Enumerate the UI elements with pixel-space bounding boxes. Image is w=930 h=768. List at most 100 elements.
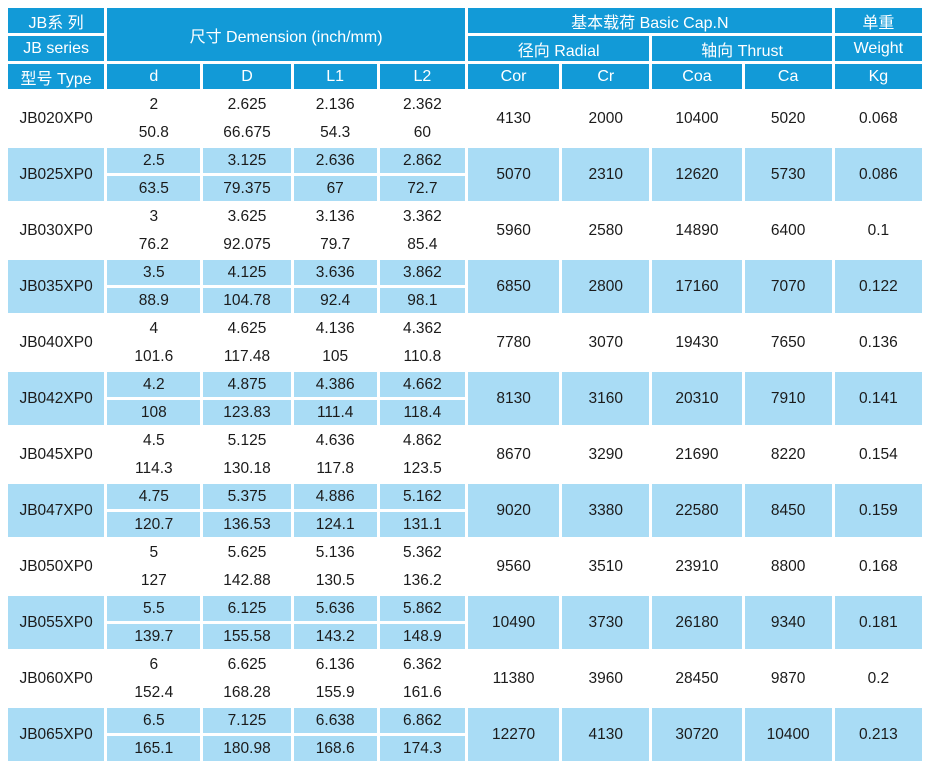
dim-inch-D: 7.125: [203, 708, 291, 733]
dim-inch-d: 4: [107, 316, 201, 341]
load-ca-cell: 7650: [744, 316, 832, 369]
dim-mm-L1: 105: [293, 344, 377, 369]
spec-row-inch: JB020XP0 2 2.625 2.136 2.362 4130 2000 1…: [8, 92, 922, 145]
weight-cell: 0.068: [834, 92, 922, 145]
dim-mm-L2: 136.2: [379, 568, 465, 593]
dim-inch-L2: 4.362: [379, 316, 465, 341]
dim-inch-D: 2.625: [203, 92, 291, 117]
dim-inch-L1: 6.638: [293, 708, 377, 733]
dim-inch-D: 5.375: [203, 484, 291, 509]
dim-inch-L1: 5.636: [293, 596, 377, 621]
dim-mm-d: 114.3: [107, 456, 201, 481]
dim-inch-D: 6.125: [203, 596, 291, 621]
spec-row-inch: JB045XP0 4.5 5.125 4.636 4.862 8670 3290…: [8, 428, 922, 481]
weight-cell: 0.159: [834, 484, 922, 537]
model-cell: JB047XP0: [8, 484, 105, 537]
dim-inch-d: 6: [107, 652, 201, 677]
header-type: 型号 Type: [8, 64, 105, 89]
load-coa-cell: 12620: [652, 148, 742, 201]
header-col-L2: L2: [379, 64, 465, 89]
load-ca-cell: 5730: [744, 148, 832, 201]
load-ca-cell: 9340: [744, 596, 832, 649]
spec-row-mm: 88.9 104.78 92.4 98.1: [8, 288, 922, 313]
header-radial: 径向 Radial: [467, 36, 650, 61]
dim-mm-D: 104.78: [203, 288, 291, 313]
dim-mm-L1: 117.8: [293, 456, 377, 481]
dim-mm-D: 66.675: [203, 120, 291, 145]
dim-mm-d: 101.6: [107, 344, 201, 369]
dim-inch-d: 6.5: [107, 708, 201, 733]
weight-cell: 0.122: [834, 260, 922, 313]
load-cor-cell: 8130: [467, 372, 560, 425]
dim-mm-L2: 118.4: [379, 400, 465, 425]
load-cor-cell: 4130: [467, 92, 560, 145]
weight-cell: 0.154: [834, 428, 922, 481]
weight-cell: 0.136: [834, 316, 922, 369]
load-cor-cell: 8670: [467, 428, 560, 481]
header-weight-zh: 单重: [834, 8, 922, 33]
model-cell: JB025XP0: [8, 148, 105, 201]
header-basic-cap: 基本载荷 Basic Cap.N: [467, 8, 832, 33]
dim-mm-d: 152.4: [107, 680, 201, 705]
load-coa-cell: 22580: [652, 484, 742, 537]
dim-inch-L2: 4.662: [379, 372, 465, 397]
load-ca-cell: 5020: [744, 92, 832, 145]
dim-mm-D: 123.83: [203, 400, 291, 425]
header-col-Coa: Coa: [652, 64, 742, 89]
dim-inch-d: 2: [107, 92, 201, 117]
weight-cell: 0.2: [834, 652, 922, 705]
model-cell: JB045XP0: [8, 428, 105, 481]
header-col-L1: L1: [293, 64, 377, 89]
header-col-Cor: Cor: [467, 64, 560, 89]
dim-inch-d: 4.5: [107, 428, 201, 453]
dim-inch-d: 3.5: [107, 260, 201, 285]
dim-mm-D: 142.88: [203, 568, 291, 593]
dim-mm-D: 155.58: [203, 624, 291, 649]
dim-mm-L1: 143.2: [293, 624, 377, 649]
load-ca-cell: 8220: [744, 428, 832, 481]
load-coa-cell: 19430: [652, 316, 742, 369]
dim-inch-d: 5.5: [107, 596, 201, 621]
spec-row-inch: JB040XP0 4 4.625 4.136 4.362 7780 3070 1…: [8, 316, 922, 369]
dim-inch-L2: 2.362: [379, 92, 465, 117]
weight-cell: 0.141: [834, 372, 922, 425]
dim-inch-L2: 3.862: [379, 260, 465, 285]
dim-mm-d: 108: [107, 400, 201, 425]
load-cor-cell: 5960: [467, 204, 560, 257]
header-col-kg: Kg: [834, 64, 922, 89]
load-coa-cell: 17160: [652, 260, 742, 313]
model-cell: JB035XP0: [8, 260, 105, 313]
dim-mm-L2: 161.6: [379, 680, 465, 705]
load-cr-cell: 2310: [562, 148, 650, 201]
load-cor-cell: 7780: [467, 316, 560, 369]
spec-row-mm: 120.7 136.53 124.1 131.1: [8, 512, 922, 537]
dim-mm-d: 139.7: [107, 624, 201, 649]
weight-cell: 0.086: [834, 148, 922, 201]
dim-inch-d: 5: [107, 540, 201, 565]
weight-cell: 0.213: [834, 708, 922, 761]
dim-inch-D: 5.625: [203, 540, 291, 565]
spec-row-mm: 165.1 180.98 168.6 174.3: [8, 736, 922, 761]
spec-row-mm: 108 123.83 111.4 118.4: [8, 400, 922, 425]
load-cr-cell: 3290: [562, 428, 650, 481]
dim-mm-L1: 67: [293, 176, 377, 201]
model-cell: JB050XP0: [8, 540, 105, 593]
load-coa-cell: 21690: [652, 428, 742, 481]
dim-mm-L1: 168.6: [293, 736, 377, 761]
spec-row-mm: 139.7 155.58 143.2 148.9: [8, 624, 922, 649]
dim-mm-L1: 111.4: [293, 400, 377, 425]
dim-inch-L1: 6.136: [293, 652, 377, 677]
load-coa-cell: 10400: [652, 92, 742, 145]
header-thrust: 轴向 Thrust: [652, 36, 832, 61]
dim-mm-L2: 85.4: [379, 232, 465, 257]
dim-inch-L1: 4.886: [293, 484, 377, 509]
load-cr-cell: 2800: [562, 260, 650, 313]
load-cor-cell: 12270: [467, 708, 560, 761]
spec-row-inch: JB035XP0 3.5 4.125 3.636 3.862 6850 2800…: [8, 260, 922, 313]
weight-cell: 0.181: [834, 596, 922, 649]
load-cor-cell: 9560: [467, 540, 560, 593]
dim-mm-D: 79.375: [203, 176, 291, 201]
dim-mm-D: 168.28: [203, 680, 291, 705]
weight-cell: 0.1: [834, 204, 922, 257]
header-col-d: d: [107, 64, 201, 89]
